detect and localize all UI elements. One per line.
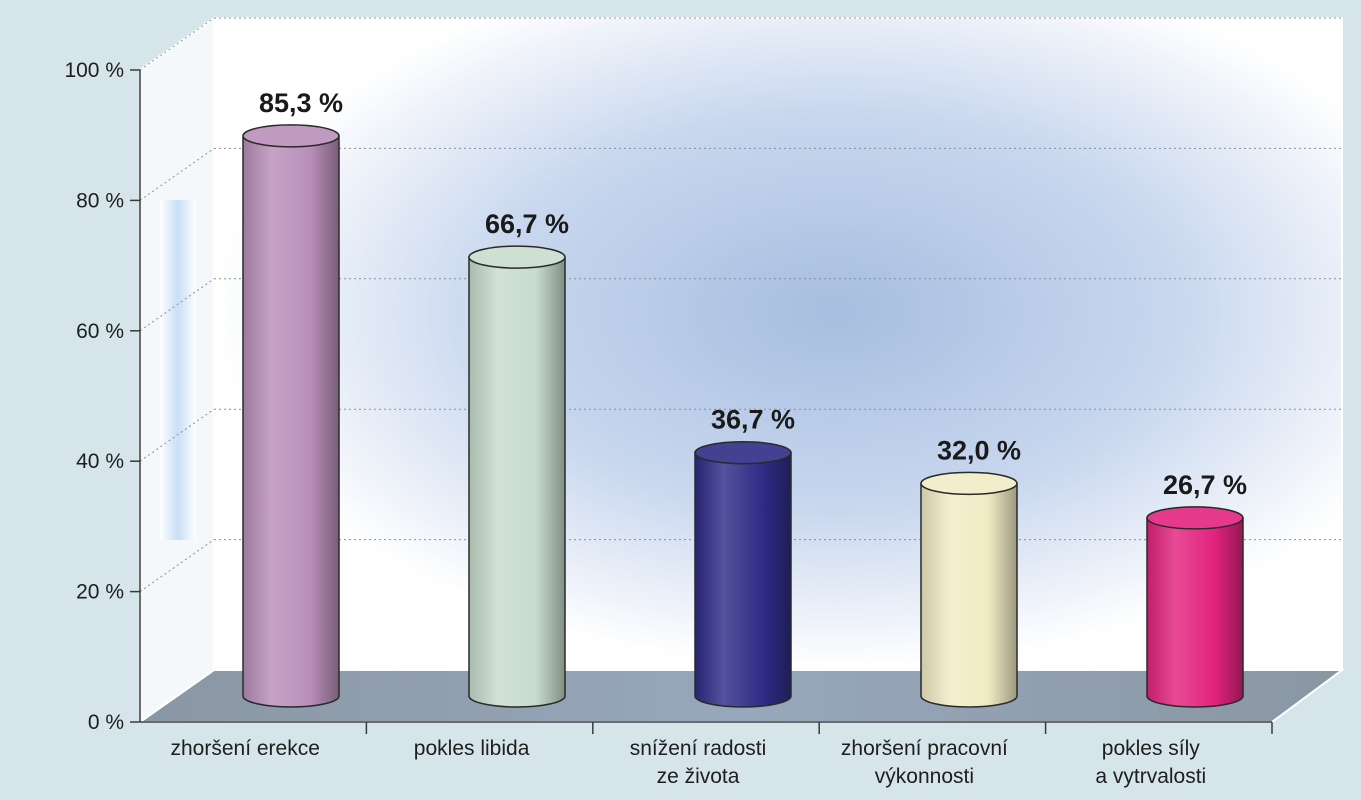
bar: 85,3 % — [242, 88, 343, 708]
bar-top — [468, 245, 566, 269]
bar: 32,0 % — [920, 435, 1021, 708]
x-tick-label: a vytrvalosti — [1095, 765, 1206, 788]
bar-body — [1146, 517, 1244, 708]
bar: 36,7 % — [694, 405, 795, 708]
side-wall-glow — [160, 200, 196, 540]
y-tick-label: 0 % — [88, 711, 124, 734]
y-tick-label: 60 % — [76, 320, 124, 343]
gridline-side — [139, 17, 215, 71]
x-tick-label: ze života — [657, 765, 740, 788]
data-label: 66,7 % — [485, 209, 569, 239]
bar-top — [920, 471, 1018, 496]
y-tick-label: 40 % — [76, 450, 124, 473]
bar-top — [242, 124, 340, 148]
bar-top — [694, 440, 792, 465]
x-tick-label: pokles síly — [1102, 737, 1201, 760]
x-tick-label: pokles libida — [414, 737, 530, 760]
data-label: 32,0 % — [937, 435, 1021, 465]
gridline-side — [139, 278, 215, 332]
bar-top — [1146, 506, 1244, 530]
x-tick-label: zhoršení pracovní — [841, 737, 1008, 760]
bar-body — [468, 256, 566, 708]
y-tick-label: 100 % — [64, 59, 124, 82]
gridline-side — [139, 539, 215, 593]
data-label: 36,7 % — [711, 405, 795, 435]
y-tick-label: 80 % — [76, 189, 124, 212]
x-tick-label: snížení radosti — [630, 737, 767, 760]
gridline-side — [139, 408, 215, 462]
bar-body — [242, 135, 340, 708]
bar-body — [694, 451, 792, 708]
bar-body — [920, 482, 1018, 708]
x-ticks: zhoršení erekce pokles libida snížení rado… — [170, 722, 1273, 788]
data-label: 85,3 % — [259, 88, 343, 118]
bar: 26,7 % — [1146, 470, 1247, 708]
bars: 85,3 % 66,7 % 36,7 % 32,0 % 26,7 % — [242, 88, 1247, 708]
bar: 66,7 % — [468, 209, 569, 708]
y-ticks: 0 % 20 % 40 % 60 % 80 % 100 % — [64, 59, 140, 734]
x-tick-label: výkonnosti — [875, 765, 974, 788]
gridline-side — [139, 147, 215, 201]
x-tick-label: zhoršení erekce — [170, 737, 319, 760]
data-label: 26,7 % — [1163, 470, 1247, 500]
y-tick-label: 20 % — [76, 581, 124, 604]
